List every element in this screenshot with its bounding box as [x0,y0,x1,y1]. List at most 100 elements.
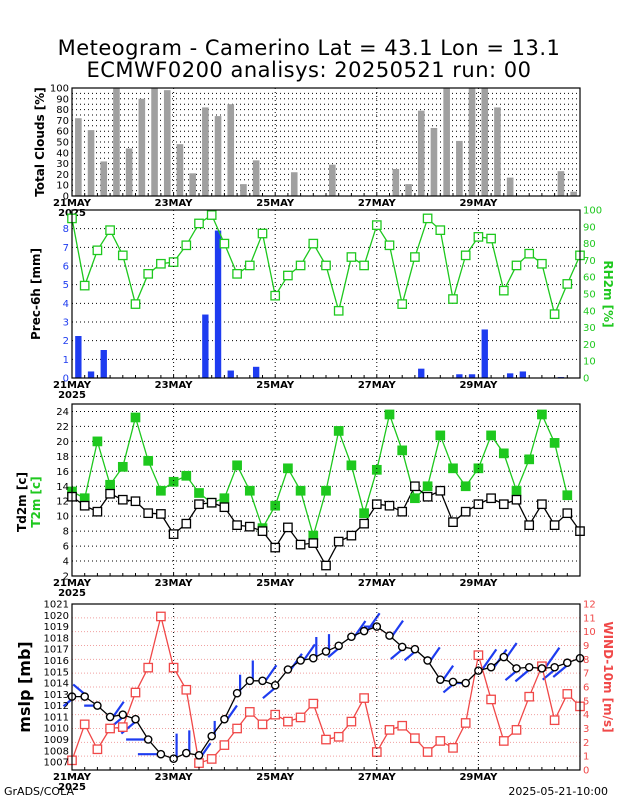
cloud-bar [329,164,336,196]
mslp-point [220,714,229,724]
y-tick-label: 20 [56,170,69,181]
mslp-point [410,644,420,654]
y-tick-label: 16 [56,467,69,478]
wind-point [117,722,128,732]
rh-point [397,299,408,309]
cloud-bar [252,160,260,196]
y-tick-label: 40 [56,148,69,159]
t2m-point [549,438,560,448]
td2m-point [156,509,166,519]
rh-point [422,213,433,224]
rh-point [359,260,369,271]
rh-point [537,258,547,269]
cloud-bar [151,88,158,196]
t2m-point [562,490,573,501]
mslp-point [524,662,534,672]
t2m-point [397,445,408,456]
y-tick-label: 1020 [44,611,69,622]
wind-barb [429,646,441,662]
y-tick-label: 1014 [44,679,69,690]
wind-barb [226,704,238,720]
wind-point [359,693,369,703]
wind-point [143,662,154,673]
rh-point [448,294,458,304]
mslp-point [156,749,166,759]
wind-point [549,715,560,726]
wind-barb [391,619,404,637]
wind-barb [112,701,125,718]
mslp-point [283,665,293,674]
t2m-point [321,485,331,496]
y-tick-label: 0 [63,374,69,385]
td2m-point [168,529,179,539]
wind-barb [543,647,561,669]
t2m-point [384,409,395,420]
td2m-point [448,517,458,528]
y2-tick-label: 30 [583,323,596,334]
y2-tick-label: 4 [583,710,589,721]
y2-tick-label: 8 [583,655,589,666]
rh-point [130,299,141,309]
rh-point [105,225,115,236]
td2m-point [244,521,255,532]
cloud-bar [189,173,196,196]
y-tick-label: 10 [56,512,69,523]
precip-bar [252,366,260,378]
cloud-bar [481,88,489,196]
y-tick-label: 30 [56,159,69,170]
wind-point [410,733,420,744]
cloud-bar [176,144,184,196]
t2m-point [460,481,471,492]
y-tick-label: 6 [63,262,69,273]
x-tick-label: 21MAY [53,198,92,209]
td2m-point [181,518,192,529]
x-tick-label: 23MAY [155,380,194,391]
y2-tick-label: 11 [583,613,596,624]
wind-point [321,734,331,745]
cloud-bar [87,130,95,196]
wind-point [397,720,408,731]
t2m-point [524,454,535,465]
wind-point [422,747,433,757]
mslp-point [512,664,521,673]
t2m-point [435,430,446,441]
x-tick-label: 29MAY [459,578,498,589]
x-tick-label: 27MAY [358,198,397,209]
precip-bar [227,370,234,378]
x-tick-label: 27MAY [358,578,397,589]
wind-point [524,691,535,702]
precip-bar [87,371,95,378]
td2m-point [422,491,433,502]
y2-tick-label: 20 [583,340,596,351]
t2m-point [448,463,458,474]
mslp-point [118,710,128,719]
y-axis-label: Prec-6h [mm] [29,248,43,340]
mslp-point [499,652,509,662]
t2m-point [498,448,509,459]
t2m-point [130,412,141,423]
rh-point [308,238,319,249]
x-tick-label: 25MAY [256,772,295,783]
mslp-point [474,666,483,675]
td2m-point [92,506,103,517]
y-tick-label: 1017 [44,645,69,656]
mslp-point [93,701,102,710]
y-tick-label: 0 [63,192,69,203]
x-tick-label: 21MAY [53,380,92,391]
mslp-point [461,678,471,688]
y-tick-label: 1013 [44,690,69,701]
cloud-bar [430,127,438,196]
cloud-bar [456,140,463,196]
td2m-point [397,506,408,517]
wind-point [105,723,115,734]
y2-tick-label: 10 [583,357,596,368]
x-tick-label: 25MAY [256,380,295,391]
wind-point [473,650,484,661]
x-tick-label: 25MAY [256,578,295,589]
x-tick-label-year: 2025 [58,390,86,401]
mslp-point [435,675,445,684]
x-tick-label: 23MAY [155,578,194,589]
wind-point [295,712,306,723]
rh-point [117,250,128,261]
y-tick-label: 100 [50,84,69,95]
